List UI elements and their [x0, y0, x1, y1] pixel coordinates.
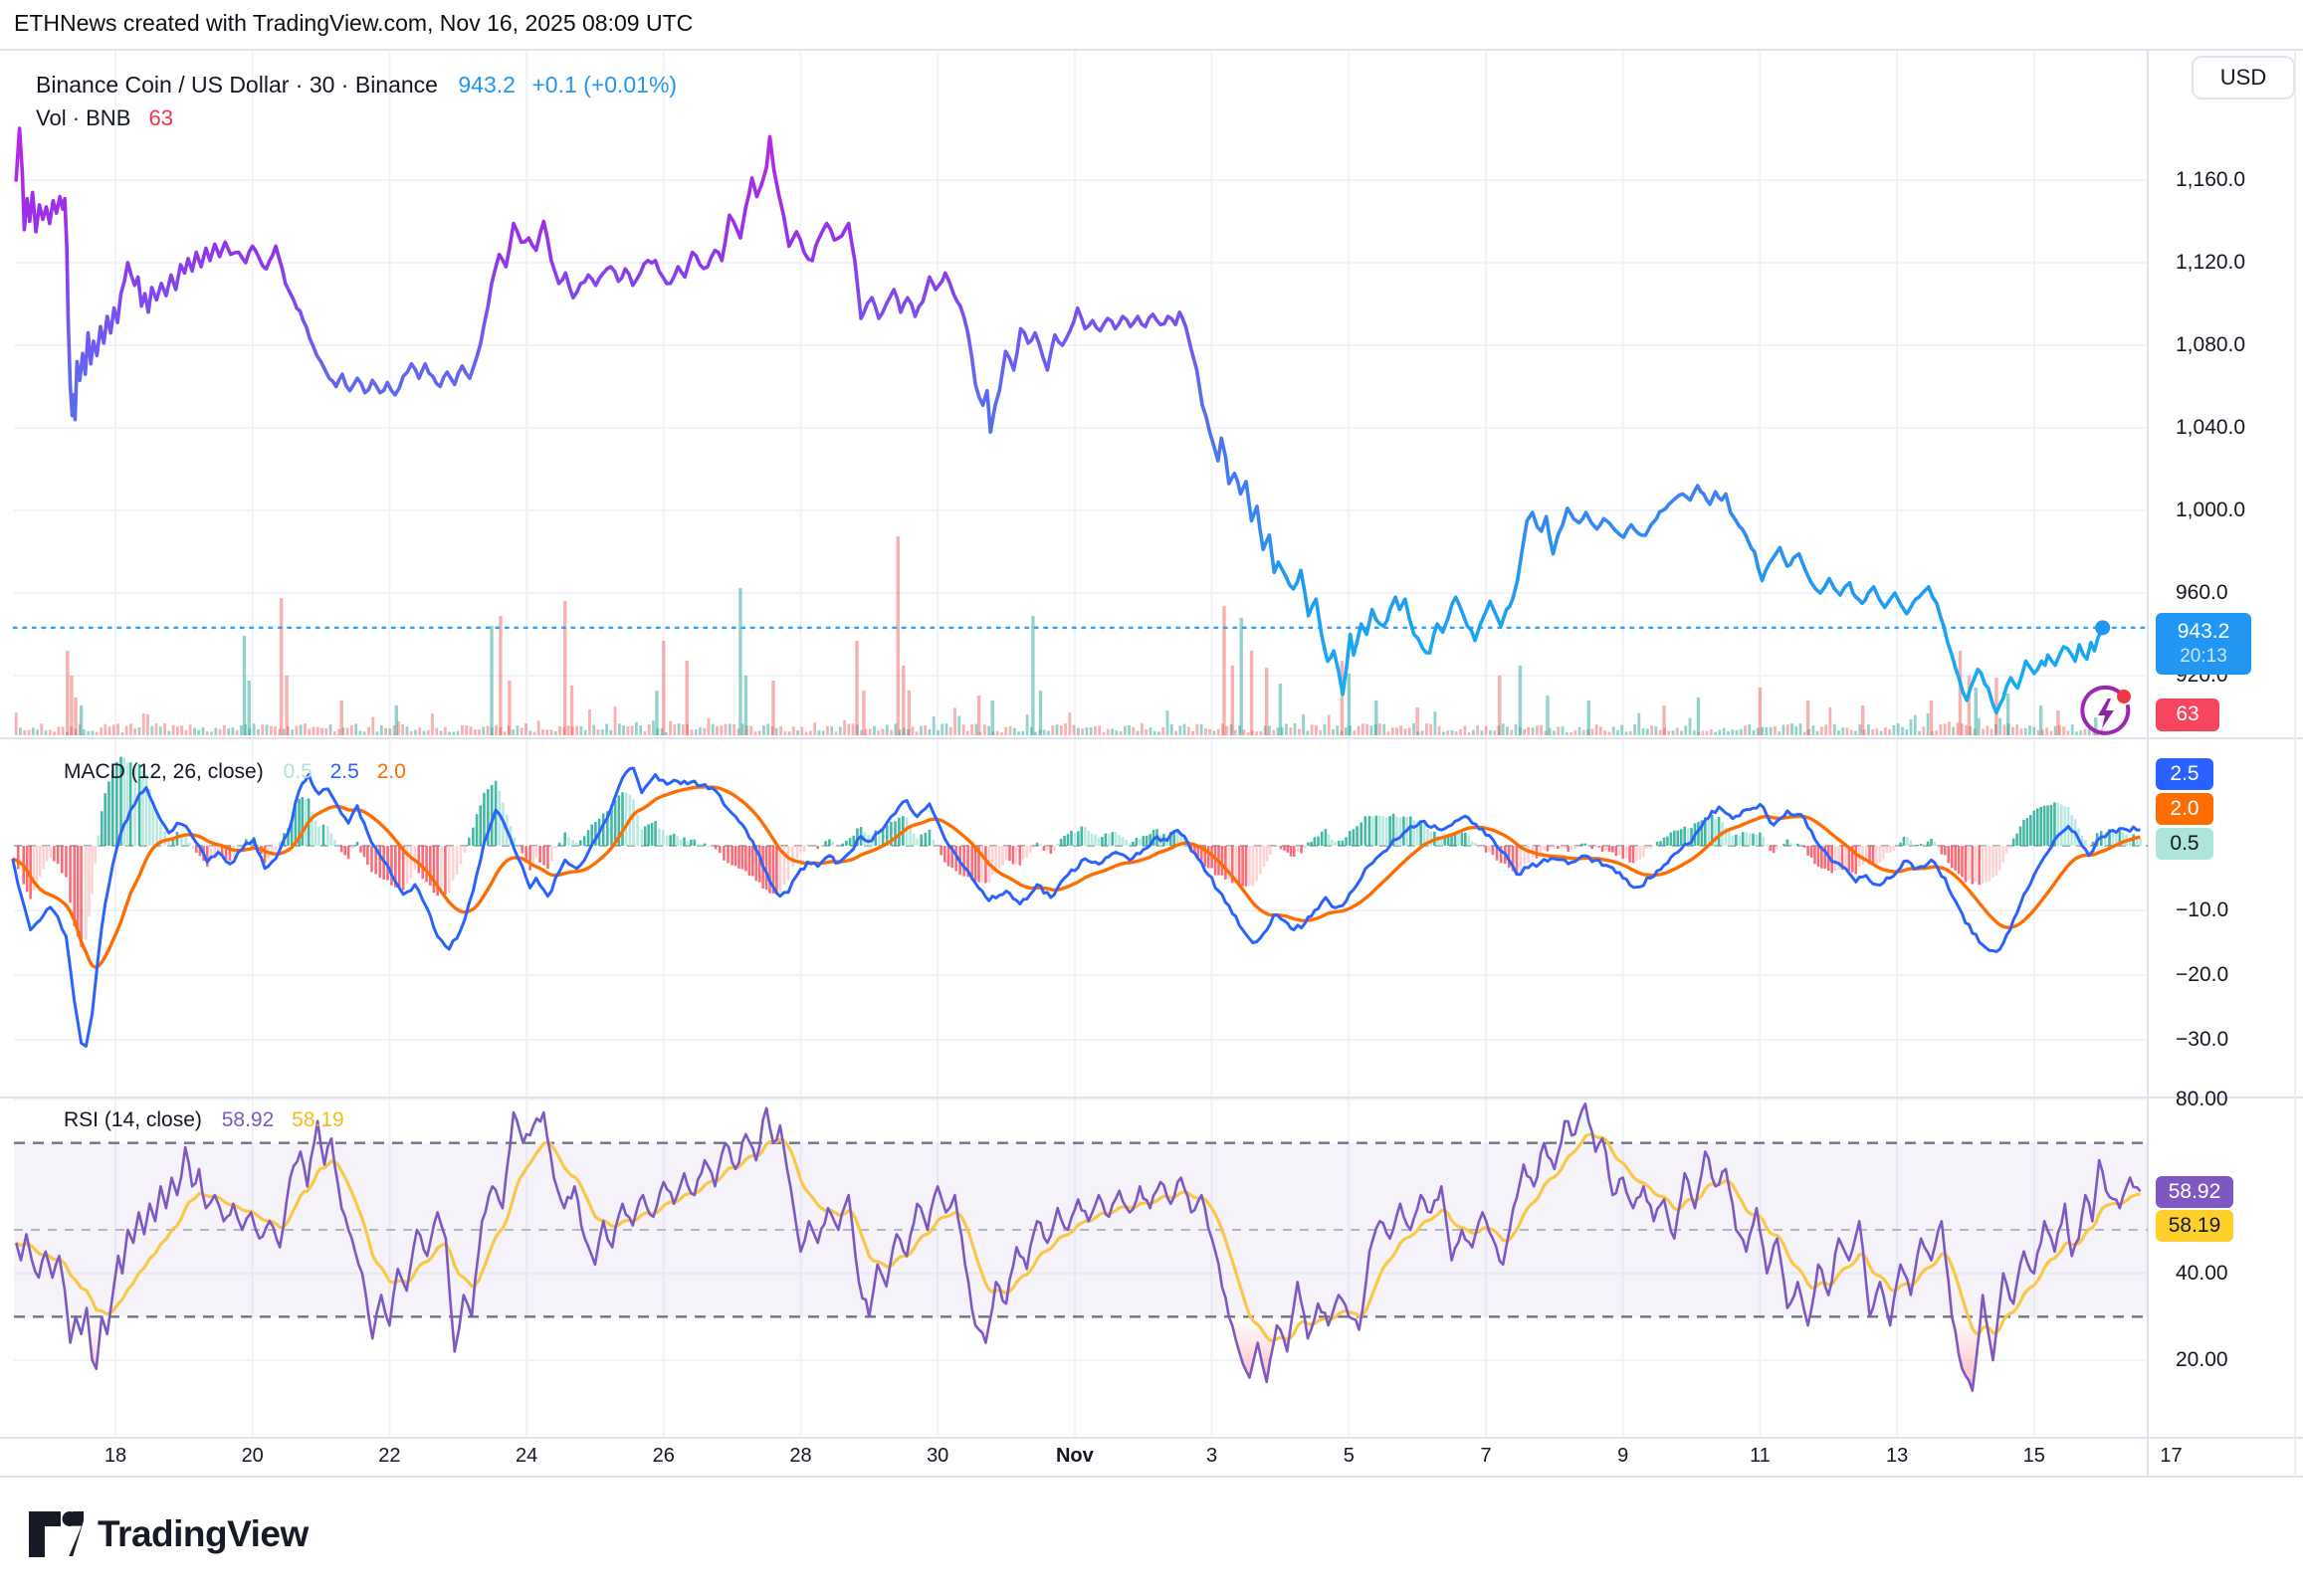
- rsi-line-value: 58.92: [221, 1108, 275, 1131]
- last-price-badge: 943.2 20:13: [2156, 613, 2251, 675]
- price-tick-label: 960.0: [2176, 581, 2228, 604]
- time-tick-label: 9: [1617, 1445, 1629, 1467]
- tradingview-logo-text: TradingView: [98, 1513, 309, 1554]
- macd-hist-badge-value: 0.5: [2170, 831, 2199, 855]
- macd-line-value: 2.5: [329, 760, 359, 783]
- time-tick-label: 3: [1206, 1445, 1218, 1467]
- time-tick-label: 15: [2022, 1445, 2045, 1467]
- time-tick-label: 13: [1885, 1445, 1909, 1467]
- time-tick-label: 11: [1750, 1445, 1771, 1467]
- time-tick-label: 7: [1480, 1445, 1492, 1467]
- macd-signal-value: 2.0: [376, 760, 406, 783]
- time-tick-label: 30: [927, 1445, 949, 1467]
- price-tick-label: 1,000.0: [2176, 499, 2246, 521]
- macd-tick-label: −20.0: [2176, 963, 2229, 986]
- time-tick-label: 26: [652, 1445, 675, 1467]
- macd-line-badge-value: 2.5: [2170, 761, 2199, 785]
- volume-legend-value: 63: [148, 105, 173, 130]
- rsi-tick-label: 80.00: [2176, 1088, 2228, 1110]
- rsi-ma-value: 58.19: [292, 1108, 344, 1131]
- macd-legend-row: MACD (12, 26, close) 0.5 2.5 2.0: [64, 760, 406, 784]
- volume-legend-label[interactable]: Vol · BNB: [36, 105, 131, 130]
- last-price-value: 943.2: [458, 72, 516, 98]
- tradingview-logo-icon: [29, 1510, 84, 1557]
- macd-tick-label: −30.0: [2176, 1028, 2229, 1051]
- macd-signal-badge: 2.0: [2156, 793, 2213, 825]
- quick-chart-flash-icon[interactable]: [2078, 685, 2136, 742]
- macd-hist-value: 0.5: [283, 760, 313, 783]
- bar-countdown: 20:13: [2180, 646, 2227, 668]
- volume-legend-row: Vol · BNB 63: [36, 105, 173, 131]
- price-change-value: +0.1 (+0.01%): [531, 72, 678, 98]
- price-tick-label: 1,120.0: [2176, 251, 2246, 274]
- rsi-legend-row: RSI (14, close) 58.92 58.19: [64, 1108, 344, 1132]
- macd-legend-title[interactable]: MACD (12, 26, close): [64, 760, 264, 783]
- time-tick-label: Nov: [1055, 1445, 1094, 1467]
- rsi-tick-label: 20.00: [2176, 1348, 2228, 1371]
- rsi-tick-label: 40.00: [2176, 1261, 2228, 1285]
- rsi-badge: 58.92: [2156, 1176, 2233, 1208]
- symbol-title[interactable]: Binance Coin / US Dollar · 30 · Binance: [36, 72, 438, 98]
- volume-badge-value: 63: [2176, 702, 2199, 726]
- rsi-ma-badge: 58.19: [2156, 1210, 2233, 1242]
- time-tick-label: 18: [104, 1445, 127, 1467]
- volume-badge: 63: [2156, 698, 2219, 731]
- rsi-badge-value: 58.92: [2168, 1179, 2221, 1203]
- time-tick-label: 24: [515, 1445, 538, 1467]
- price-tick-label: 1,080.0: [2176, 333, 2246, 356]
- time-tick-label: 17: [2160, 1445, 2183, 1467]
- currency-toggle-button[interactable]: USD: [2192, 56, 2295, 100]
- rsi-ma-badge-value: 58.19: [2168, 1213, 2221, 1237]
- time-tick-label: 28: [789, 1445, 812, 1467]
- rsi-legend-title[interactable]: RSI (14, close): [64, 1108, 202, 1131]
- header-text: ETHNews created with TradingView.com, No…: [14, 10, 694, 36]
- macd-tick-label: −10.0: [2176, 898, 2229, 921]
- macd-signal-badge-value: 2.0: [2170, 796, 2199, 820]
- symbol-title-row: Binance Coin / US Dollar · 30 · Binance …: [36, 72, 677, 99]
- time-tick-label: 5: [1343, 1445, 1355, 1467]
- time-tick-label: 22: [378, 1445, 401, 1467]
- tradingview-logo[interactable]: TradingView: [28, 1510, 309, 1558]
- time-tick-label: 20: [241, 1445, 264, 1467]
- last-price-badge-value: 943.2: [2177, 620, 2230, 643]
- macd-line-badge: 2.5: [2156, 758, 2213, 790]
- price-tick-label: 1,160.0: [2176, 168, 2246, 191]
- price-tick-label: 1,040.0: [2176, 416, 2246, 439]
- macd-hist-badge: 0.5: [2156, 828, 2213, 860]
